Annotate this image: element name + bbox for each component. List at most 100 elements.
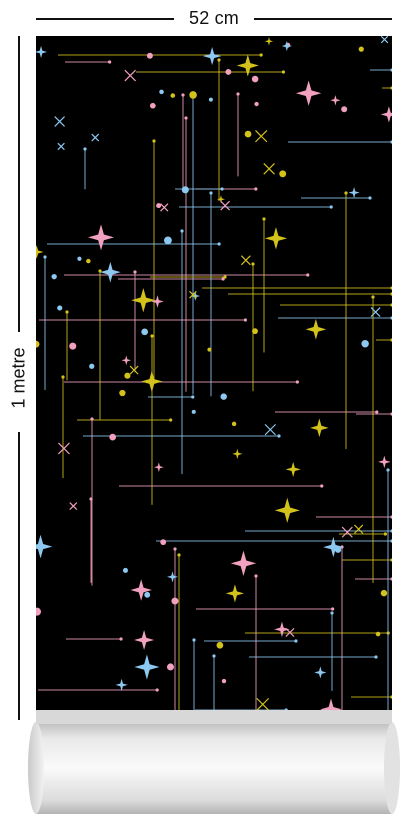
wallpaper-roll: [28, 710, 400, 820]
pattern-dot: [65, 310, 69, 314]
pattern-dot: [371, 295, 375, 299]
starburst-pattern: [36, 36, 392, 720]
pattern-dot: [173, 547, 177, 551]
pattern-dot: [90, 417, 94, 421]
pattern-dot: [390, 140, 392, 144]
sparkle-star: [348, 187, 360, 199]
pattern-dot: [189, 91, 197, 99]
pattern-dot: [380, 589, 388, 597]
pattern-dot: [133, 270, 137, 274]
width-dimension-line-right: [254, 18, 392, 20]
pattern-dot: [36, 340, 40, 348]
sparkle-star: [36, 45, 48, 58]
cross-mark: [341, 526, 353, 538]
cross-mark: [57, 442, 70, 455]
pattern-dot: [223, 275, 227, 279]
pattern-dot: [390, 539, 392, 543]
pattern-dot: [361, 340, 369, 348]
pattern-dot: [89, 497, 93, 501]
pattern-dot: [149, 102, 156, 109]
pattern-dot: [329, 205, 333, 209]
sparkle-star: [305, 319, 327, 340]
pattern-dot: [191, 395, 195, 399]
wallpaper-panel: [36, 36, 392, 720]
sparkle-star: [323, 536, 344, 558]
pattern-dot: [207, 347, 212, 352]
height-label: 1 metre: [8, 347, 29, 409]
pattern-dot: [109, 433, 117, 441]
pattern-dot: [330, 611, 334, 615]
width-dimension-line-left: [36, 18, 174, 20]
sparkle-star: [130, 579, 152, 601]
cross-mark: [263, 162, 275, 175]
sparkle-star: [190, 291, 201, 301]
pattern-dot: [212, 654, 216, 658]
pattern-dot: [77, 256, 82, 261]
pattern-dot: [390, 303, 392, 307]
pattern-dot: [220, 393, 227, 400]
sparkle-star: [232, 448, 243, 459]
sparkle-star: [151, 295, 164, 308]
pattern-dot: [390, 515, 392, 519]
pattern-dot: [144, 591, 151, 598]
pattern-dot: [217, 242, 221, 246]
pattern-dot: [159, 89, 164, 95]
pattern-dot: [374, 655, 378, 659]
pattern-dot: [390, 86, 392, 90]
pattern-dot: [262, 217, 266, 221]
pattern-dot: [164, 236, 172, 245]
pattern-dot: [281, 70, 286, 74]
pattern-dot: [231, 421, 237, 427]
pattern-dot: [150, 334, 154, 338]
pattern-dot: [277, 434, 281, 438]
pattern-dot: [220, 187, 224, 191]
pattern-dot: [191, 409, 196, 414]
pattern-dot: [119, 389, 126, 397]
pattern-dot: [254, 574, 258, 578]
sparkle-star: [274, 621, 290, 638]
pattern-dot: [217, 58, 221, 62]
pattern-dot: [294, 639, 298, 643]
pattern-dot: [86, 258, 91, 264]
pattern-dot: [375, 410, 379, 414]
cross-mark: [370, 307, 381, 318]
pattern-dot: [221, 277, 225, 281]
sparkle-star: [236, 54, 259, 77]
sparkle-star: [264, 37, 274, 46]
pattern-dot: [221, 678, 227, 684]
height-dimension-line-top: [18, 36, 20, 332]
sparkle-star: [330, 95, 341, 106]
pattern-dot: [390, 577, 392, 581]
pattern-dot: [43, 255, 47, 259]
pattern-dot: [390, 695, 392, 699]
sparkle-star: [264, 227, 288, 250]
pattern-dot: [119, 637, 123, 641]
pattern-dot: [89, 363, 95, 369]
pattern-dot: [181, 186, 189, 194]
sparkle-star: [285, 461, 301, 477]
pattern-dot: [390, 68, 392, 72]
pattern-dot: [251, 75, 259, 83]
pattern-dot: [279, 170, 287, 178]
cross-mark: [160, 203, 169, 212]
pattern-dot: [141, 328, 149, 336]
sparkle-star: [134, 654, 160, 680]
pattern-dot: [320, 484, 324, 488]
pattern-dot: [170, 93, 176, 98]
cross-mark: [220, 200, 230, 211]
pattern-dot: [166, 663, 174, 671]
width-dimension: 52 cm: [36, 8, 392, 28]
cross-mark: [54, 116, 65, 127]
pattern-dot: [146, 52, 153, 59]
pattern-dot: [209, 191, 213, 195]
sparkle-star: [230, 550, 257, 577]
sparkle-star: [320, 698, 342, 720]
pattern-dot: [390, 558, 392, 562]
pattern-dot: [390, 529, 392, 533]
sparkle-star: [141, 370, 163, 393]
sparkle-star: [225, 584, 244, 603]
pattern-dot: [57, 305, 63, 311]
pattern-dot: [254, 187, 258, 191]
pattern-dot: [61, 375, 65, 379]
pattern-dot: [252, 328, 258, 335]
